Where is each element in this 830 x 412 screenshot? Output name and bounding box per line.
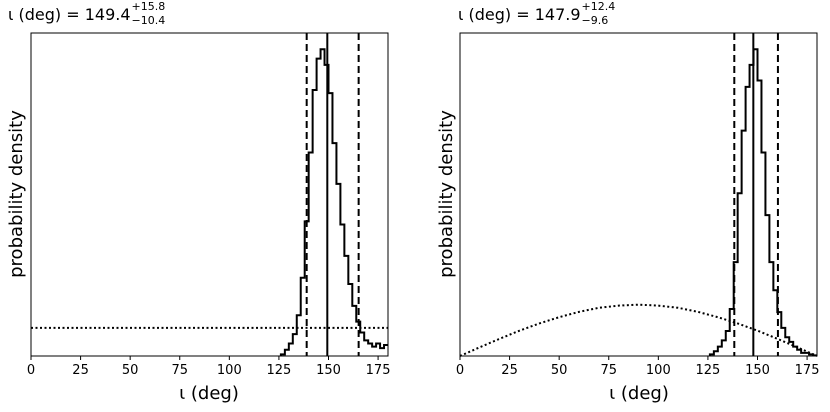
right-title-prefix: ι (deg) =	[458, 5, 535, 24]
right-panel: ι (deg) = 147.9 +12.4 −9.6 0 25 50 75 100 125…	[436, 0, 819, 404]
right-x-tick-label: 125	[696, 363, 721, 378]
left-x-tick-label: 100	[217, 363, 242, 378]
right-x-tick-label: 100	[646, 363, 671, 378]
left-posterior-histogram	[279, 48, 388, 356]
right-axes-frame	[459, 32, 818, 357]
right-x-tick-label: 75	[600, 363, 617, 378]
left-x-axis-label: ι (deg)	[179, 383, 239, 404]
right-x-tick-label: 50	[551, 363, 568, 378]
right-x-tick-label: 175	[795, 363, 820, 378]
left-x-tick-label: 150	[316, 363, 341, 378]
right-plot-area: 0 25 50 75 100 125 150 175	[456, 32, 820, 378]
left-title-value: 149.4	[85, 5, 131, 24]
right-title: ι (deg) = 147.9	[458, 5, 581, 24]
left-x-tick-label: 75	[171, 363, 188, 378]
left-x-tick-label: 175	[366, 363, 391, 378]
left-x-tick-label: 25	[72, 363, 89, 378]
left-x-tick-label: 0	[27, 363, 35, 378]
right-title-lower-error: −9.6	[582, 14, 609, 27]
left-title-lower-error: −10.4	[132, 14, 166, 27]
right-y-axis-label: probability density	[436, 110, 457, 278]
right-x-axis-label: ι (deg)	[609, 383, 669, 404]
right-title-value: 147.9	[535, 5, 581, 24]
left-title: ι (deg) = 149.4	[8, 5, 131, 24]
right-title-upper-error: +12.4	[582, 0, 616, 13]
left-x-tick-label: 125	[267, 363, 292, 378]
left-y-axis-label: probability density	[6, 110, 27, 278]
left-panel: ι (deg) = 149.4 +15.8 −10.4 0 25 50 75 100 12…	[6, 0, 390, 404]
right-x-tick-label: 25	[501, 363, 518, 378]
left-plot-area: 0 25 50 75 100 125 150 175	[27, 32, 391, 378]
left-title-prefix: ι (deg) =	[8, 5, 85, 24]
right-prior-curve	[459, 303, 818, 357]
right-x-tick-label: 150	[745, 363, 770, 378]
left-x-tick-label: 50	[122, 363, 139, 378]
left-title-upper-error: +15.8	[132, 0, 166, 13]
right-posterior-histogram	[708, 48, 817, 357]
left-axes-frame	[30, 32, 389, 357]
right-x-tick-label: 0	[456, 363, 464, 378]
